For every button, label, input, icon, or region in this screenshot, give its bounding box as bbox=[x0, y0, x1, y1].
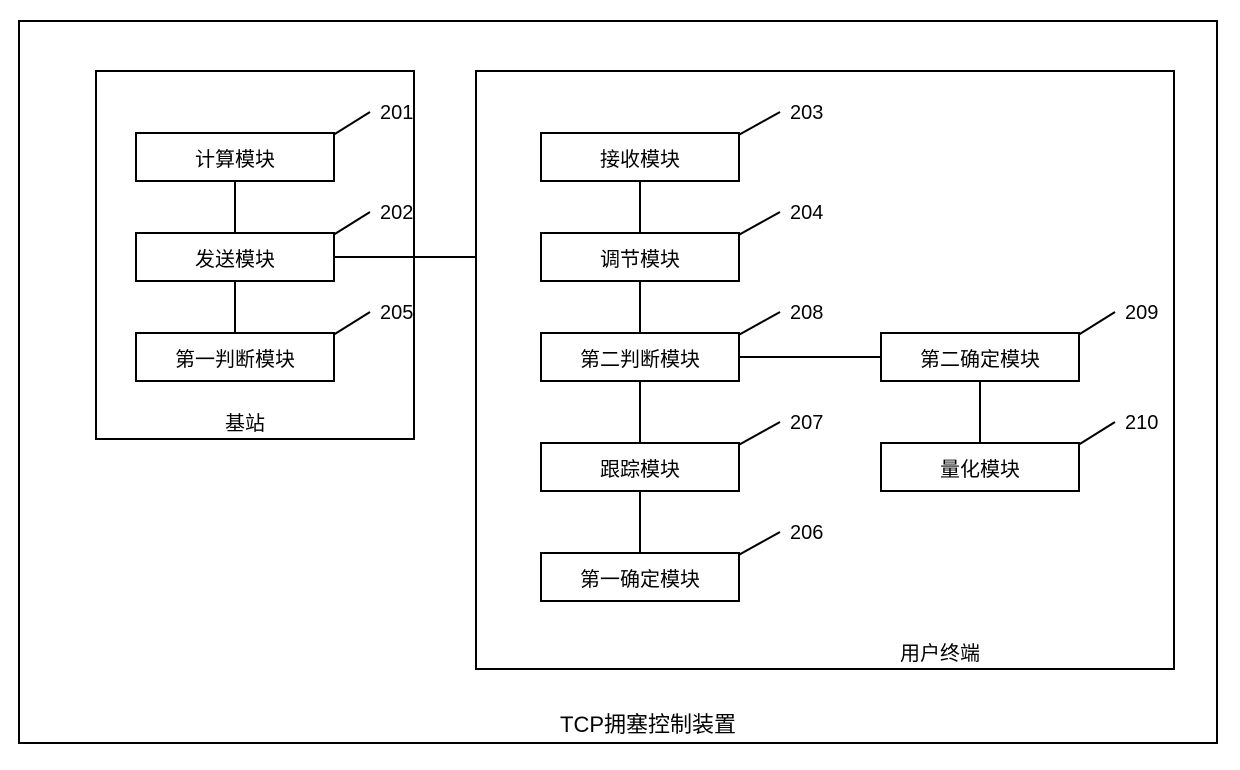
container-label-user_terminal: 用户终端 bbox=[900, 637, 980, 666]
module-number-n210: 210 bbox=[1125, 412, 1158, 435]
module-n203: 接收模块 bbox=[540, 132, 740, 182]
module-number-n203: 203 bbox=[790, 102, 823, 125]
module-number-n208: 208 bbox=[790, 302, 823, 325]
module-n210: 量化模块 bbox=[880, 442, 1080, 492]
module-number-n201: 201 bbox=[380, 102, 413, 125]
module-n205: 第一判断模块 bbox=[135, 332, 335, 382]
diagram-frame: 计算模块发送模块第一判断模块 接收模块调节模块第二判断模块跟踪模块第一确定模块 第二… bbox=[18, 20, 1218, 744]
module-n209: 第二确定模块 bbox=[880, 332, 1080, 382]
module-number-n204: 204 bbox=[790, 202, 823, 225]
module-number-n205: 205 bbox=[380, 302, 413, 325]
module-number-n202: 202 bbox=[380, 202, 413, 225]
module-number-n206: 206 bbox=[790, 522, 823, 545]
module-number-n207: 207 bbox=[790, 412, 823, 435]
module-n207: 跟踪模块 bbox=[540, 442, 740, 492]
module-n202: 发送模块 bbox=[135, 232, 335, 282]
module-n204: 调节模块 bbox=[540, 232, 740, 282]
module-n206: 第一确定模块 bbox=[540, 552, 740, 602]
diagram-title: TCP拥塞控制装置 bbox=[560, 707, 736, 739]
module-n201: 计算模块 bbox=[135, 132, 335, 182]
module-number-n209: 209 bbox=[1125, 302, 1158, 325]
container-label-base_station: 基站 bbox=[225, 407, 265, 436]
module-n208: 第二判断模块 bbox=[540, 332, 740, 382]
